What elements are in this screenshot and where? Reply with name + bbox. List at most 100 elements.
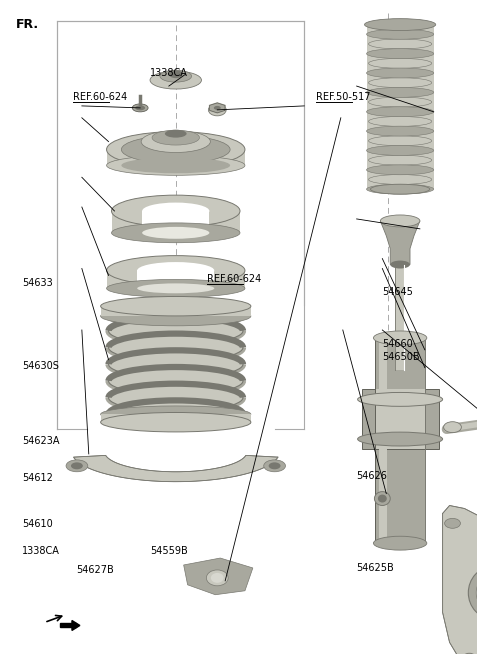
Ellipse shape (107, 131, 245, 168)
Ellipse shape (169, 70, 183, 78)
Ellipse shape (101, 296, 251, 316)
Text: 54627B: 54627B (76, 564, 114, 574)
Ellipse shape (165, 129, 187, 137)
Ellipse shape (367, 107, 434, 117)
Ellipse shape (369, 97, 432, 107)
Bar (375, 390, 425, 449)
Ellipse shape (390, 261, 410, 269)
Text: REF.50-517: REF.50-517 (316, 91, 371, 102)
Ellipse shape (444, 422, 461, 432)
Ellipse shape (121, 158, 230, 173)
Ellipse shape (214, 106, 221, 110)
Ellipse shape (152, 130, 200, 145)
Ellipse shape (369, 175, 432, 185)
Ellipse shape (150, 71, 202, 89)
Polygon shape (443, 505, 480, 657)
Ellipse shape (71, 463, 83, 469)
Ellipse shape (269, 463, 280, 469)
Polygon shape (73, 455, 278, 482)
Ellipse shape (142, 227, 209, 238)
Bar (111, 211, 240, 233)
Ellipse shape (358, 432, 443, 446)
Text: 54645: 54645 (383, 287, 413, 297)
Ellipse shape (468, 567, 480, 618)
Ellipse shape (66, 460, 88, 472)
Bar (101, 306, 251, 316)
Ellipse shape (111, 195, 240, 227)
Polygon shape (72, 620, 80, 631)
Ellipse shape (367, 49, 434, 58)
Ellipse shape (141, 131, 210, 152)
Bar (375, 338, 425, 543)
Ellipse shape (380, 215, 420, 227)
Text: FR.: FR. (16, 18, 39, 32)
Text: 54660: 54660 (383, 339, 413, 349)
Ellipse shape (373, 536, 427, 550)
Ellipse shape (137, 262, 214, 279)
Ellipse shape (369, 78, 432, 87)
Ellipse shape (108, 300, 243, 328)
Ellipse shape (108, 317, 243, 345)
Text: 54633: 54633 (22, 278, 52, 288)
Bar (361, 390, 439, 449)
Ellipse shape (364, 18, 436, 30)
Ellipse shape (160, 70, 192, 82)
Ellipse shape (369, 136, 432, 146)
Polygon shape (184, 558, 253, 595)
Bar (107, 150, 245, 166)
Ellipse shape (107, 279, 245, 297)
Bar (142, 211, 209, 233)
Bar (367, 24, 434, 189)
Ellipse shape (461, 653, 477, 657)
Ellipse shape (135, 105, 145, 110)
Ellipse shape (371, 184, 430, 194)
Text: 54559B: 54559B (150, 546, 188, 556)
Ellipse shape (367, 68, 434, 78)
Ellipse shape (108, 350, 243, 378)
Ellipse shape (206, 570, 228, 586)
Ellipse shape (369, 58, 432, 68)
Ellipse shape (358, 392, 443, 406)
Ellipse shape (108, 400, 243, 428)
Ellipse shape (101, 306, 251, 326)
Polygon shape (210, 103, 225, 113)
Ellipse shape (108, 367, 243, 395)
Ellipse shape (476, 575, 480, 610)
Ellipse shape (107, 156, 245, 175)
Ellipse shape (369, 39, 432, 49)
Bar (395, 265, 405, 370)
Bar (107, 271, 245, 288)
Ellipse shape (367, 165, 434, 175)
Ellipse shape (108, 334, 243, 361)
Ellipse shape (369, 116, 432, 126)
Ellipse shape (208, 104, 226, 116)
Ellipse shape (367, 145, 434, 156)
Ellipse shape (367, 126, 434, 136)
Text: 1338CA: 1338CA (150, 68, 188, 78)
Ellipse shape (444, 518, 460, 528)
Ellipse shape (121, 135, 230, 164)
Text: 54630S: 54630S (22, 361, 59, 371)
Polygon shape (60, 623, 76, 627)
Ellipse shape (369, 155, 432, 165)
Ellipse shape (107, 256, 245, 285)
Text: 54612: 54612 (22, 473, 53, 484)
Bar (101, 415, 251, 424)
Polygon shape (380, 221, 420, 265)
Ellipse shape (367, 184, 434, 194)
Ellipse shape (137, 283, 214, 293)
Ellipse shape (142, 202, 209, 219)
Text: 1338CA: 1338CA (22, 546, 60, 556)
Ellipse shape (108, 384, 243, 411)
Ellipse shape (367, 30, 434, 39)
Ellipse shape (373, 331, 427, 345)
Ellipse shape (101, 413, 251, 432)
Text: REF.60-624: REF.60-624 (207, 274, 261, 284)
Ellipse shape (369, 20, 432, 30)
Ellipse shape (132, 104, 148, 112)
Ellipse shape (367, 87, 434, 97)
Text: 54650B: 54650B (383, 352, 420, 362)
Text: 54610: 54610 (22, 519, 52, 529)
Text: 54626: 54626 (356, 470, 387, 481)
Ellipse shape (211, 573, 224, 583)
